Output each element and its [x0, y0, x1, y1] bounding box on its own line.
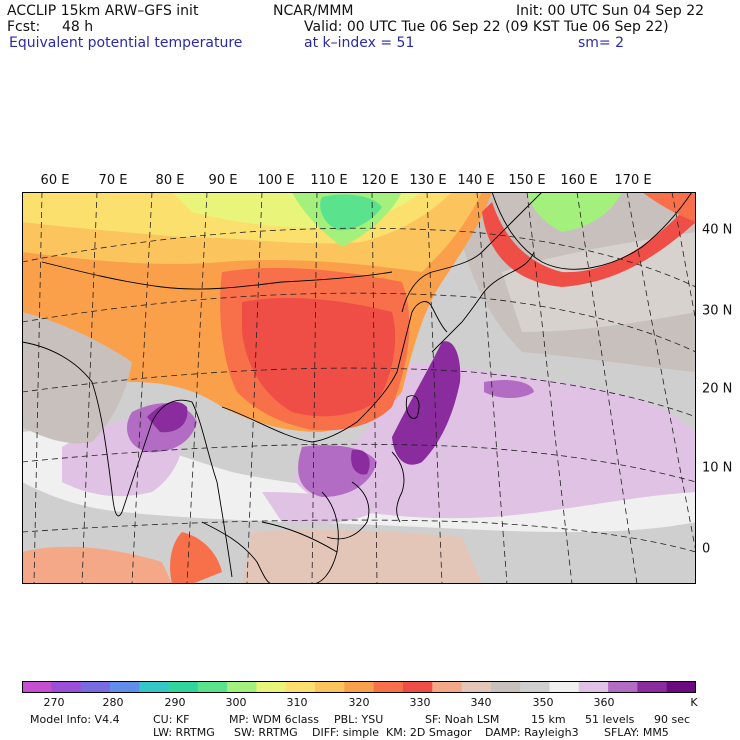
lon-label: 60 E: [40, 173, 70, 188]
lon-label: 100 E: [257, 173, 295, 188]
model-title: ACCLIP 15km ARW–GFS init: [7, 3, 199, 19]
smoothing-label: sm= 2: [578, 35, 625, 51]
colorbar-swatch: [285, 681, 316, 693]
colorbar-swatch: [109, 681, 140, 693]
valid-time: Valid: 00 UTC Tue 06 Sep 22 (09 KST Tue …: [304, 19, 669, 35]
footer-sflay: SFLAY: MM5: [604, 726, 669, 739]
lat-label: 20 N: [702, 381, 733, 397]
init-time: Init: 00 UTC Sun 04 Sep 22: [516, 3, 705, 19]
footer-sf: SF: Noah LSM: [425, 713, 500, 726]
colorbar-swatch: [637, 681, 668, 693]
footer-lw: LW: RRTMG: [153, 726, 215, 739]
colorbar-tick: 350: [532, 696, 554, 709]
footer-resolution: 15 km: [531, 713, 566, 726]
lon-label: 80 E: [155, 173, 185, 188]
colorbar-swatch: [578, 681, 609, 693]
field-region-370: [484, 380, 534, 398]
lat-label: 40 N: [702, 222, 733, 238]
colorbar-swatch: [373, 681, 404, 693]
lon-label: 170 E: [614, 173, 652, 188]
colorbar-frame: [22, 681, 696, 693]
footer-pbl: PBL: YSU: [334, 713, 384, 726]
colorbar-tick: 320: [348, 696, 370, 709]
colorbar-swatch: [227, 681, 257, 693]
colorbar: [22, 681, 696, 693]
colorbar-swatch: [139, 681, 170, 693]
footer-diff: DIFF: simple: [312, 726, 380, 739]
footer-cu: CU: KF: [153, 713, 190, 726]
colorbar-tick: 340: [470, 696, 492, 709]
colorbar-tick: 360: [593, 696, 615, 709]
colorbar-tick: 300: [225, 696, 247, 709]
colorbar-tick: 310: [286, 696, 308, 709]
colorbar-swatch: [256, 681, 287, 693]
footer-mp: MP: WDM 6class: [229, 713, 319, 726]
footer-timestep: 90 sec: [654, 713, 691, 726]
forecast-hour: 48 h: [62, 19, 94, 35]
field-name: Equivalent potential temperature: [9, 35, 243, 51]
colorbar-swatch: [461, 681, 492, 693]
colorbar-swatch: [344, 681, 375, 693]
colorbar-swatch: [168, 681, 199, 693]
field-region-335: [242, 297, 396, 417]
colorbar-swatch: [402, 681, 433, 693]
colorbar-swatch: [608, 681, 638, 693]
lon-label: 130 E: [409, 173, 447, 188]
field-region-300: [527, 192, 622, 232]
lon-label: 110 E: [310, 173, 348, 188]
colorbar-tick: 330: [409, 696, 431, 709]
colorbar-tick: 280: [102, 696, 124, 709]
colorbar-swatch: [80, 681, 111, 693]
colorbar-swatch: [432, 681, 463, 693]
field-region-330: [642, 192, 696, 222]
field-region-375: [351, 449, 370, 475]
colorbar-swatch: [22, 681, 52, 693]
colorbar-swatch: [549, 681, 580, 693]
coastlines: [22, 192, 693, 584]
colorbar-swatch: [51, 681, 82, 693]
lon-label: 140 E: [457, 173, 495, 188]
lat-label: 30 N: [702, 303, 733, 319]
lon-label: 70 E: [98, 173, 128, 188]
footer-sw: SW: RRTMG: [234, 726, 298, 739]
field-region-345: [242, 529, 482, 584]
level-label: at k–index = 51: [304, 35, 415, 51]
graticule: [22, 192, 696, 584]
colorbar-swatch: [315, 681, 345, 693]
lat-label: 10 N: [702, 460, 733, 476]
map-frame: [22, 192, 696, 584]
colorbar-swatch: [490, 681, 521, 693]
field-region-375: [392, 341, 461, 465]
lon-label: 90 E: [208, 173, 238, 188]
lon-label: 150 E: [508, 173, 546, 188]
colorbar-swatch: [666, 681, 696, 693]
lon-label: 160 E: [560, 173, 598, 188]
equivalent-potential-temperature-map: [22, 192, 696, 584]
field-region-340: [22, 546, 172, 584]
footer-model-info: Model Info: V4.4: [30, 713, 120, 726]
field-region-375: [147, 401, 188, 433]
colorbar-swatch: [520, 681, 550, 693]
colorbar-tick: 270: [43, 696, 65, 709]
lat-label: 0: [702, 541, 711, 557]
organization-label: NCAR/MMM: [273, 3, 354, 19]
field-region-330: [170, 532, 222, 584]
lon-label: 120 E: [361, 173, 399, 188]
field-region-365: [262, 492, 382, 524]
field-region-295: [320, 194, 382, 231]
footer-km: KM: 2D Smagor: [386, 726, 472, 739]
footer-levels: 51 levels: [585, 713, 635, 726]
colorbar-swatch: [197, 681, 228, 693]
forecast-label: Fcst:: [7, 19, 41, 35]
footer-damp: DAMP: Rayleigh3: [485, 726, 579, 739]
colorbar-unit: K: [690, 696, 698, 709]
field-region-350: [22, 312, 132, 444]
colorbar-tick: 290: [164, 696, 186, 709]
